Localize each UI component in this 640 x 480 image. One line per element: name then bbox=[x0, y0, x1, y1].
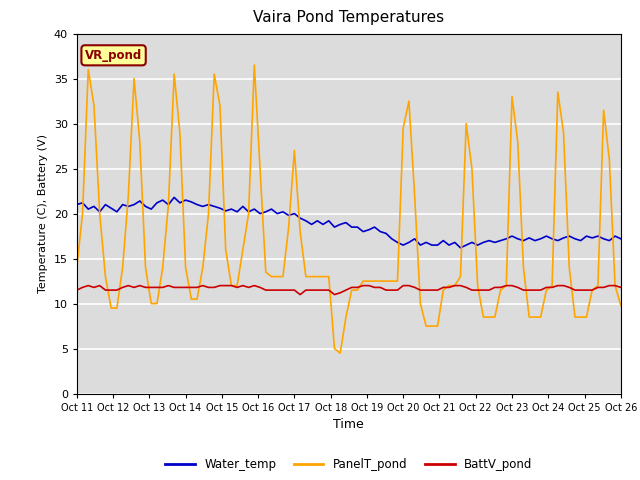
BattV_pond bbox=[319, 287, 327, 293]
Water_temp bbox=[456, 245, 464, 251]
PanelT_pond bbox=[359, 278, 367, 284]
Water_temp bbox=[582, 233, 590, 239]
BattV_pond bbox=[617, 285, 625, 290]
BattV_pond bbox=[153, 285, 161, 290]
BattV_pond bbox=[582, 287, 590, 293]
PanelT_pond bbox=[250, 62, 258, 68]
Water_temp bbox=[314, 218, 321, 224]
Title: Vaira Pond Temperatures: Vaira Pond Temperatures bbox=[253, 11, 444, 25]
BattV_pond bbox=[84, 283, 92, 288]
Water_temp bbox=[73, 202, 81, 207]
BattV_pond bbox=[234, 285, 241, 290]
PanelT_pond bbox=[617, 302, 625, 308]
Legend: Water_temp, PanelT_pond, BattV_pond: Water_temp, PanelT_pond, BattV_pond bbox=[161, 454, 537, 476]
Water_temp bbox=[147, 206, 155, 212]
Text: VR_pond: VR_pond bbox=[85, 49, 142, 62]
Line: Water_temp: Water_temp bbox=[77, 197, 621, 248]
X-axis label: Time: Time bbox=[333, 418, 364, 431]
BattV_pond bbox=[73, 287, 81, 293]
Water_temp bbox=[617, 236, 625, 242]
PanelT_pond bbox=[337, 350, 344, 356]
Water_temp bbox=[234, 209, 241, 215]
BattV_pond bbox=[376, 285, 384, 290]
PanelT_pond bbox=[147, 300, 155, 306]
Line: PanelT_pond: PanelT_pond bbox=[77, 65, 621, 353]
Line: BattV_pond: BattV_pond bbox=[77, 286, 621, 295]
PanelT_pond bbox=[582, 314, 590, 320]
BattV_pond bbox=[296, 292, 304, 298]
PanelT_pond bbox=[314, 274, 321, 279]
Water_temp bbox=[353, 224, 361, 230]
Water_temp bbox=[170, 194, 178, 200]
PanelT_pond bbox=[228, 283, 236, 288]
Water_temp bbox=[371, 224, 378, 230]
PanelT_pond bbox=[73, 264, 81, 270]
Y-axis label: Temperature (C), Battery (V): Temperature (C), Battery (V) bbox=[38, 134, 48, 293]
BattV_pond bbox=[359, 283, 367, 288]
PanelT_pond bbox=[376, 278, 384, 284]
